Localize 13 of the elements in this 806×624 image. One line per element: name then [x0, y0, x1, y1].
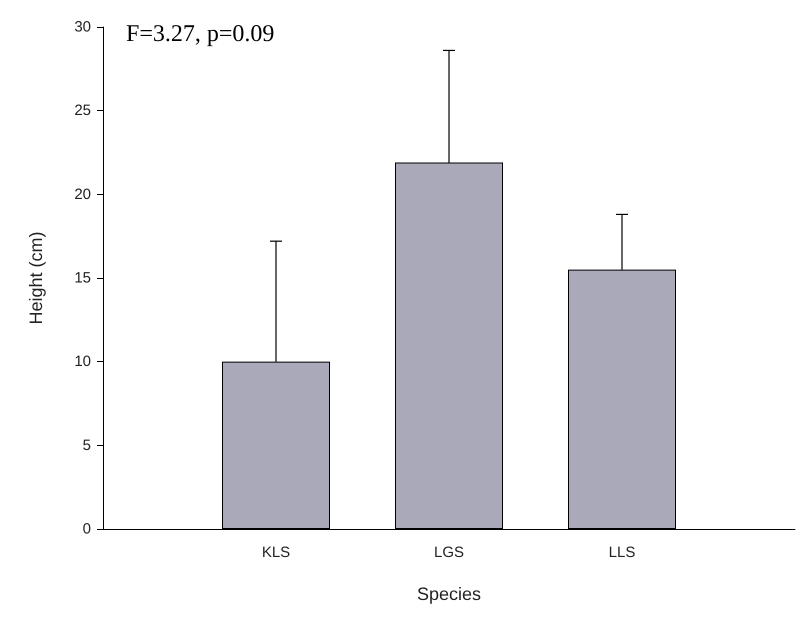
y-tick-label: 5 [82, 436, 91, 454]
y-tick-label: 30 [74, 18, 91, 36]
y-tick-label: 20 [74, 186, 91, 203]
y-tick-label: 25 [74, 102, 91, 120]
y-tick-label: 15 [74, 270, 91, 286]
y-tick-label: 10 [74, 353, 91, 370]
x-axis-title: Species [416, 584, 482, 604]
x-tick-label: LGS [434, 544, 464, 561]
y-axis-title: Height (cm) [26, 231, 46, 325]
x-tick-label: KLS [262, 544, 290, 561]
x-tick-label: LLS [608, 544, 636, 561]
annotation: F=3.27, p=0.09 [126, 21, 274, 47]
y-tick-label: 0 [82, 520, 91, 538]
